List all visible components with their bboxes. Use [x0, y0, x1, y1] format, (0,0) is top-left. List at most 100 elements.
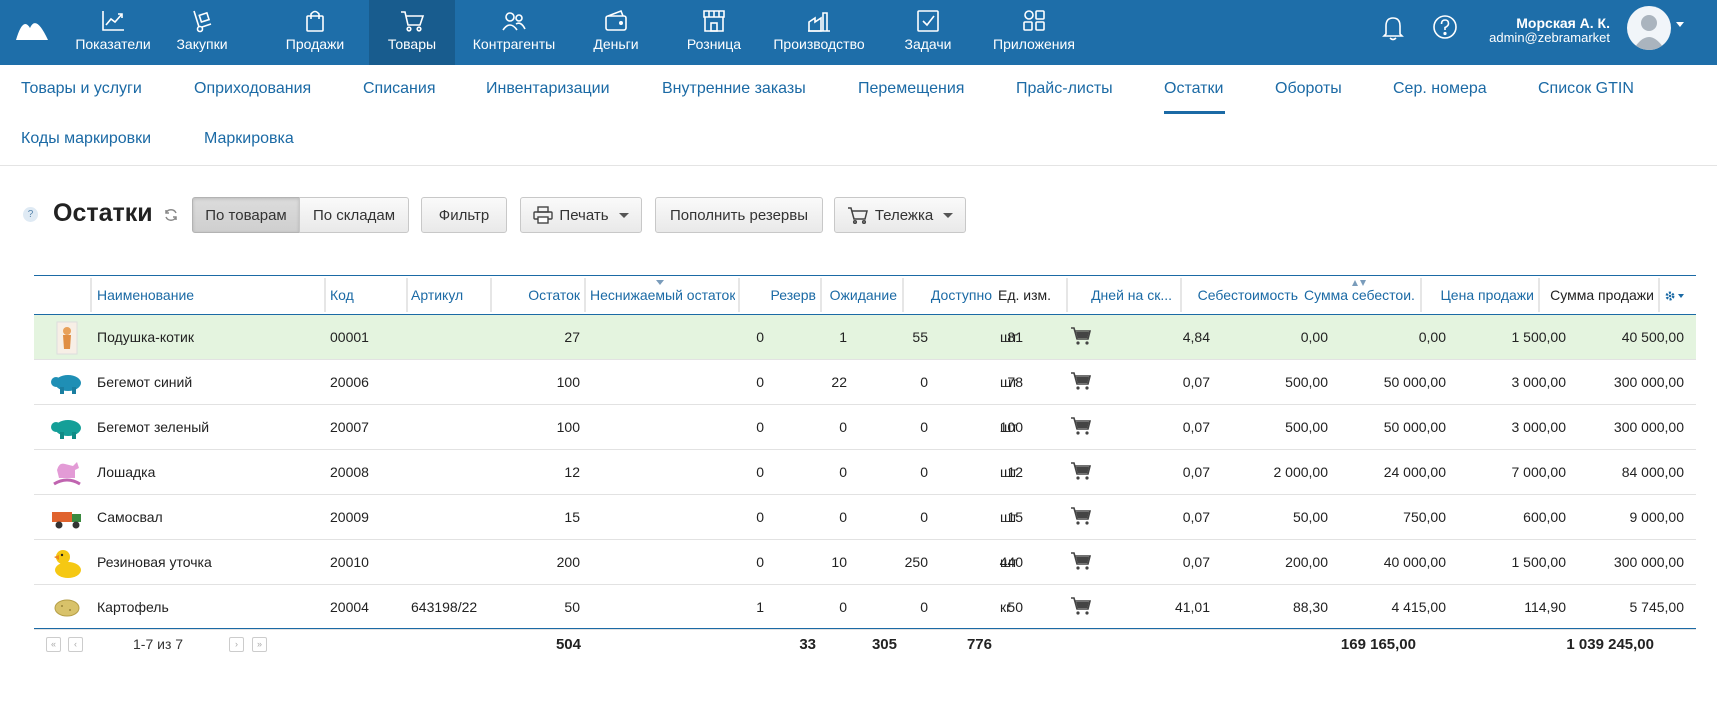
cell-name[interactable]: Самосвал — [97, 509, 163, 525]
add-to-cart-icon[interactable] — [1070, 506, 1092, 526]
add-to-cart-icon[interactable] — [1070, 596, 1092, 616]
table-row[interactable]: Резиновая уточка 20010 200 0 10 250 440 шт 0,07 2… — [34, 540, 1696, 585]
nav-purchases[interactable]: Закупки — [172, 0, 232, 65]
by-warehouses-button[interactable]: По складам — [299, 197, 409, 233]
first-page-icon[interactable]: « — [46, 637, 61, 652]
cell-reserve: 0 — [839, 464, 847, 480]
col-header-cost-sum[interactable]: Сумма себестои... — [1304, 287, 1416, 303]
nav-tasks[interactable]: Задачи — [904, 0, 952, 65]
add-to-cart-icon[interactable] — [1070, 416, 1092, 436]
product-thumbnail[interactable] — [50, 501, 84, 535]
bell-icon[interactable] — [1380, 14, 1406, 42]
total-reserve: 33 — [799, 636, 816, 653]
cell-cost-sum: 50 000,00 — [1383, 374, 1446, 390]
logo-icon[interactable] — [14, 14, 50, 42]
subnav-receipts[interactable]: Оприходования — [194, 80, 312, 97]
user-email[interactable]: admin@zebramarket — [1489, 30, 1610, 45]
product-thumbnail[interactable] — [50, 546, 84, 580]
col-header-days[interactable]: Дней на ск... — [1091, 287, 1172, 303]
table-row[interactable]: Самосвал 20009 15 0 0 0 15 шт 0,07 50,00 750,00 600… — [34, 495, 1696, 540]
col-header-name[interactable]: Наименование — [97, 287, 195, 303]
col-header-cost[interactable]: Себестоимость — [1197, 287, 1298, 303]
column-settings-gear-icon[interactable] — [1664, 290, 1686, 302]
refresh-icon[interactable] — [163, 207, 179, 223]
prev-page-icon[interactable]: ‹ — [68, 637, 83, 652]
add-to-cart-icon[interactable] — [1070, 326, 1092, 346]
nav-sales[interactable]: Продажи — [276, 0, 354, 65]
avatar[interactable] — [1627, 6, 1671, 50]
cell-min-stock: 0 — [756, 374, 764, 390]
user-name[interactable]: Морская А. К. — [1516, 15, 1610, 31]
cell-waiting: 0 — [920, 509, 928, 525]
nav-counterparties[interactable]: Контрагенты — [472, 0, 556, 65]
nav-money[interactable]: Деньги — [592, 0, 640, 65]
sort-desc-icon[interactable] — [656, 280, 664, 285]
add-to-cart-icon[interactable] — [1070, 461, 1092, 481]
subnav-marking[interactable]: Маркировка — [204, 130, 294, 147]
subnav-gtin-list[interactable]: Список GTIN — [1538, 80, 1634, 97]
sort-both-icon[interactable] — [1352, 280, 1366, 286]
col-header-available[interactable]: Доступно — [930, 287, 992, 303]
table-row[interactable]: Подушка-котик 00001 27 0 1 55 81 шт 4,84 0,00 0,00… — [34, 315, 1696, 360]
table-row[interactable]: Лошадка 20008 12 0 0 0 12 шт 0,07 2 000,00 24 000,… — [34, 450, 1696, 495]
cell-unit: шт — [1000, 509, 1018, 525]
subnav-turnover[interactable]: Обороты — [1275, 80, 1342, 97]
col-header-stock[interactable]: Остаток — [528, 287, 580, 303]
col-header-waiting[interactable]: Ожидание — [829, 287, 897, 303]
filter-button[interactable]: Фильтр — [421, 197, 507, 233]
nav-production[interactable]: Производство — [772, 0, 866, 65]
help-hint-icon[interactable]: ? — [23, 207, 38, 222]
nav-label: Контрагенты — [472, 36, 556, 52]
product-thumbnail[interactable] — [50, 366, 84, 400]
last-page-icon[interactable]: » — [252, 637, 267, 652]
col-header-code[interactable]: Код — [330, 287, 354, 303]
page-title: Остатки — [53, 199, 153, 227]
add-to-cart-icon[interactable] — [1070, 371, 1092, 391]
print-button[interactable]: Печать — [520, 197, 642, 233]
nav-indicators[interactable]: Показатели — [72, 0, 154, 65]
product-thumbnail[interactable] — [50, 411, 84, 445]
next-page-icon[interactable]: › — [229, 637, 244, 652]
help-icon[interactable] — [1432, 14, 1458, 40]
subnav-write-offs[interactable]: Списания — [363, 80, 436, 97]
nav-goods[interactable]: Товары — [369, 0, 455, 65]
subnav-transfers[interactable]: Перемещения — [858, 80, 965, 97]
cell-min-stock: 1 — [756, 599, 764, 615]
add-to-cart-icon[interactable] — [1070, 551, 1092, 571]
col-header-article[interactable]: Артикул — [411, 287, 464, 303]
subnav-marking-codes[interactable]: Коды маркировки — [21, 130, 152, 147]
cell-price: 1 500,00 — [1511, 554, 1567, 570]
nav-apps[interactable]: Приложения — [992, 0, 1076, 65]
cell-name[interactable]: Подушка-котик — [97, 329, 194, 345]
cell-name[interactable]: Бегемот зеленый — [97, 419, 210, 435]
table-row[interactable]: Бегемот зеленый 20007 100 0 0 0 100 шт 0,07 500,0… — [34, 405, 1696, 450]
cell-name[interactable]: Бегемот синий — [97, 374, 193, 390]
cart-dropdown-button[interactable]: Тележка — [834, 197, 966, 233]
col-header-unit[interactable]: Ед. изм. — [998, 287, 1052, 303]
nav-retail[interactable]: Розница — [686, 0, 742, 65]
replenish-reserves-button[interactable]: Пополнить резервы — [655, 197, 823, 233]
column-separator — [406, 278, 408, 312]
table-row[interactable]: Бегемот синий 20006 100 0 22 0 78 шт 0,07 500,00 5… — [34, 360, 1696, 405]
cell-name[interactable]: Резиновая уточка — [97, 554, 212, 570]
product-thumbnail[interactable] — [50, 591, 84, 625]
col-header-price-sum[interactable]: Сумма продажи — [1550, 287, 1654, 303]
product-thumbnail[interactable] — [50, 456, 84, 490]
col-header-min-stock[interactable]: Неснижаемый остаток — [590, 287, 735, 303]
cell-name[interactable]: Лошадка — [97, 464, 156, 480]
chevron-down-icon[interactable] — [1676, 22, 1684, 27]
subnav-stock[interactable]: Остатки — [1164, 80, 1224, 97]
col-header-reserve[interactable]: Резерв — [770, 287, 816, 303]
subnav-price-lists[interactable]: Прайс-листы — [1016, 80, 1113, 97]
subnav-internal-orders[interactable]: Внутренние заказы — [662, 80, 806, 97]
cell-stock: 12 — [564, 464, 580, 480]
cell-name[interactable]: Картофель — [97, 599, 169, 615]
subnav-goods-services[interactable]: Товары и услуги — [21, 80, 142, 97]
product-thumbnail[interactable] — [50, 321, 84, 355]
col-header-price[interactable]: Цена продажи — [1440, 287, 1534, 303]
table-row[interactable]: Картофель 20004 643198/22 50 1 0 0 50 кг 41,01 88,… — [34, 585, 1696, 630]
subnav-inventory[interactable]: Инвентаризации — [486, 80, 610, 97]
by-goods-button[interactable]: По товарам — [192, 197, 300, 233]
subnav-serial-numbers[interactable]: Сер. номера — [1393, 80, 1487, 97]
cell-waiting: 0 — [920, 464, 928, 480]
